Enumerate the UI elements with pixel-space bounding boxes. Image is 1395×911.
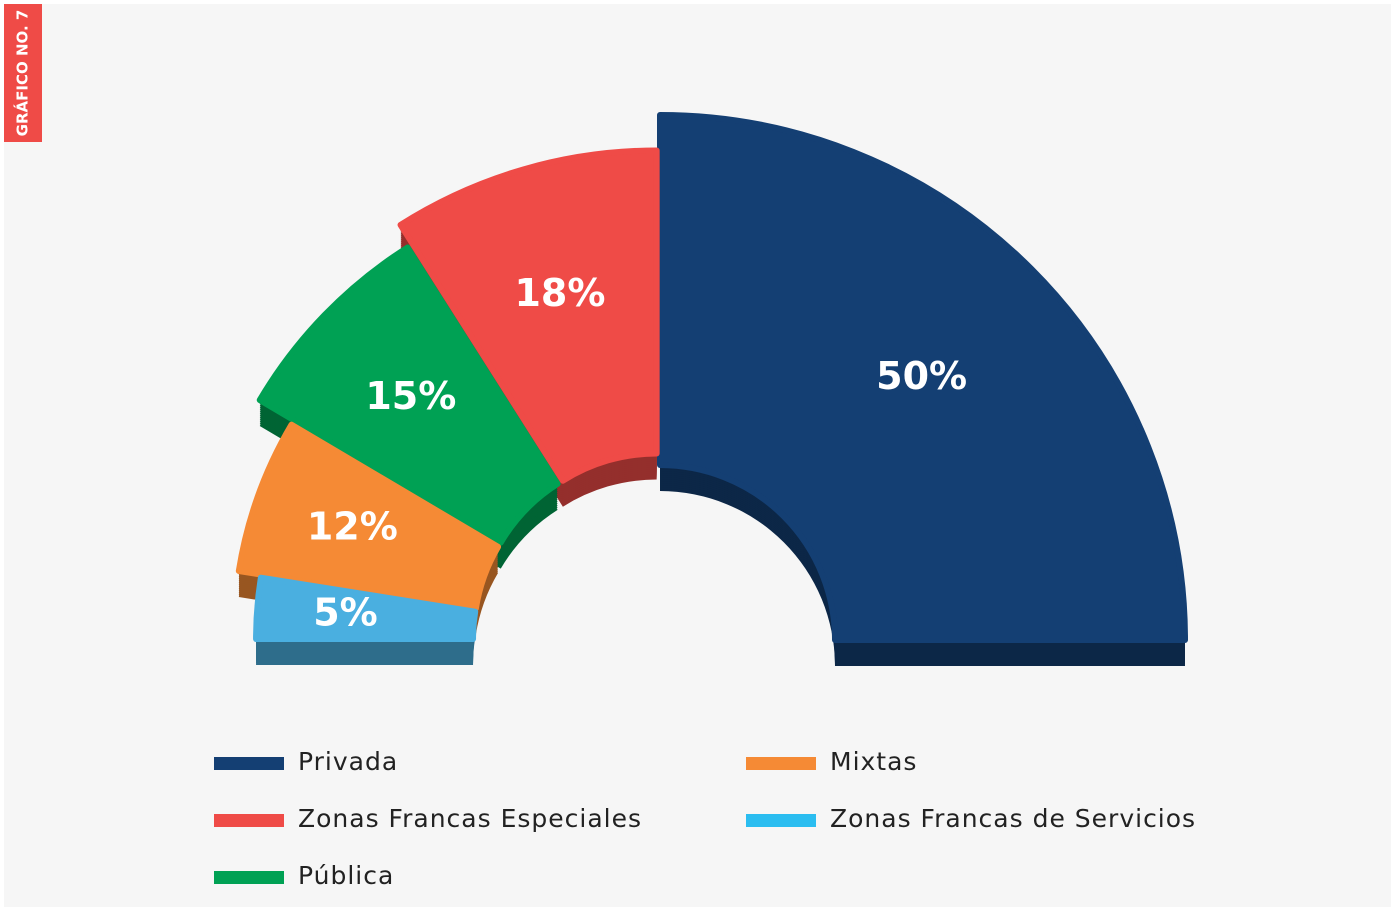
legend-swatch bbox=[214, 757, 284, 770]
slice bbox=[235, 421, 502, 612]
legend-swatch bbox=[746, 814, 816, 827]
value-label: 5% bbox=[313, 591, 378, 635]
legend-label: Zonas Francas de Servicios bbox=[830, 804, 1196, 833]
slice bbox=[657, 112, 1188, 643]
value-label: 12% bbox=[307, 505, 398, 549]
legend-label: Mixtas bbox=[830, 747, 917, 776]
legend-label: Pública bbox=[298, 861, 394, 890]
slice bbox=[253, 574, 479, 643]
value-label: 18% bbox=[514, 271, 605, 315]
legend-swatch bbox=[214, 871, 284, 884]
legend-label: Zonas Francas Especiales bbox=[298, 804, 642, 833]
legend-swatch bbox=[214, 814, 284, 827]
value-label: 50% bbox=[876, 354, 967, 398]
legend-label: Privada bbox=[298, 747, 398, 776]
value-label: 15% bbox=[365, 374, 456, 418]
slice bbox=[397, 147, 660, 484]
side-badge bbox=[4, 4, 42, 142]
side-label: GRÁFICO NO. 7 bbox=[13, 10, 32, 137]
slice bbox=[256, 244, 561, 546]
legend-swatch bbox=[746, 757, 816, 770]
